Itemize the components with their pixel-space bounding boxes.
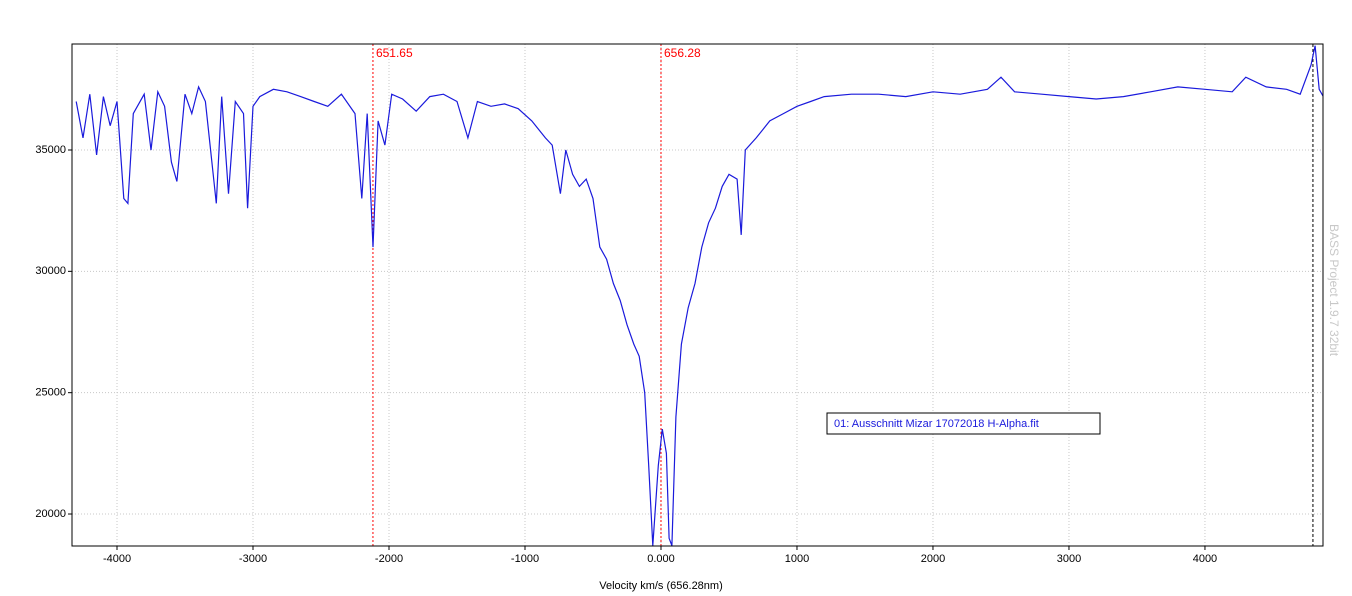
x-tick-label: -2000 bbox=[375, 553, 403, 565]
watermark: BASS Project 1.9.7 32bit bbox=[1327, 224, 1341, 357]
y-tick-label: 35000 bbox=[35, 144, 66, 156]
x-tick-label: -1000 bbox=[511, 553, 539, 565]
x-tick-label: 1000 bbox=[785, 553, 809, 565]
y-tick-label: 30000 bbox=[35, 265, 66, 277]
x-axis-label: Velocity km/s (656.28nm) bbox=[599, 580, 723, 592]
spectrum-line bbox=[75, 45, 1323, 546]
marker-label: 651.65 bbox=[376, 46, 413, 60]
plot-frame bbox=[71, 43, 1324, 547]
x-tick-label: -4000 bbox=[103, 553, 131, 565]
y-tick-label: 25000 bbox=[35, 387, 66, 399]
legend-label: 01: Ausschnitt Mizar 17072018 H-Alpha.fi… bbox=[834, 418, 1039, 430]
x-tick-label: 0.000 bbox=[647, 553, 675, 565]
y-tick-label: 20000 bbox=[35, 508, 66, 520]
marker-label: 656.28 bbox=[664, 46, 701, 60]
x-tick-label: 3000 bbox=[1057, 553, 1081, 565]
x-tick-label: 4000 bbox=[1193, 553, 1217, 565]
x-tick-label: -3000 bbox=[239, 553, 267, 565]
x-tick-label: 2000 bbox=[921, 553, 945, 565]
legend-box bbox=[826, 412, 1101, 435]
